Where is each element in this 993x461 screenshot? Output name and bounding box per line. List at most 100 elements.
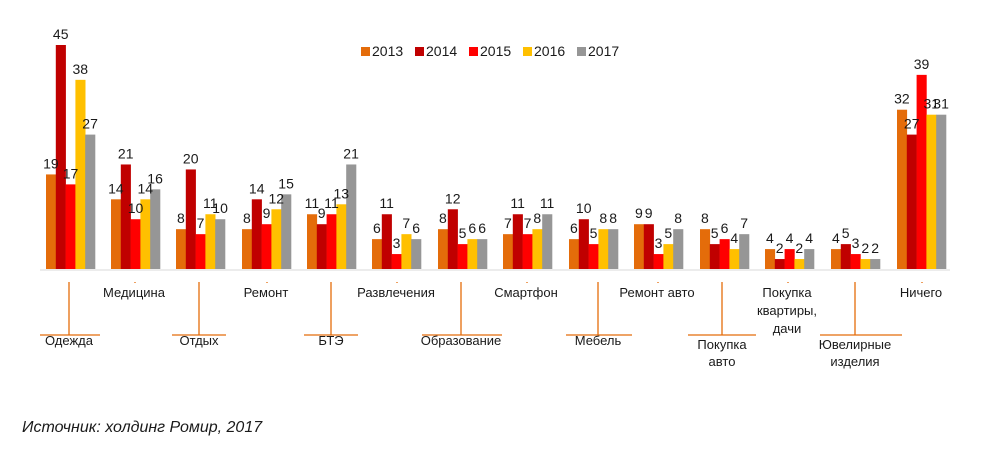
bar-1-2016 — [75, 79, 86, 269]
bar-4-2014 — [251, 199, 262, 269]
value-label-3-2015: 7 — [197, 215, 205, 231]
value-label-1-2014: 45 — [53, 26, 69, 42]
value-label-14-2015: 39 — [914, 56, 930, 72]
legend-swatch-2016 — [523, 47, 532, 56]
value-label-1-2013: 19 — [43, 155, 59, 171]
bar-12-2013 — [765, 249, 776, 269]
bar-3-2017 — [215, 219, 226, 269]
value-label-5-2017: 21 — [343, 145, 359, 161]
bar-1-2013 — [46, 174, 57, 269]
bar-10-2014 — [643, 224, 654, 269]
value-label-8-2015: 7 — [524, 215, 532, 231]
bar-9-2016 — [598, 229, 609, 269]
source-note: Источник: холдинг Ромир, 2017 — [22, 419, 263, 436]
bar-12-2017 — [804, 249, 815, 269]
value-label-1-2017: 27 — [82, 116, 98, 132]
value-label-4-2017: 15 — [278, 175, 294, 191]
bar-14-2014 — [906, 134, 917, 269]
bar-7-2016 — [467, 239, 478, 269]
bar-7-2013 — [438, 229, 449, 269]
bar-8-2013 — [503, 234, 514, 269]
value-label-7-2014: 12 — [445, 190, 461, 206]
bar-1-2015 — [65, 184, 76, 269]
legend-swatch-2013 — [361, 47, 370, 56]
bar-4-2013 — [242, 229, 253, 269]
bar-6-2016 — [401, 234, 412, 269]
bar-2-2015 — [130, 219, 141, 269]
value-label-14-2014: 27 — [904, 116, 920, 132]
bar-2-2013 — [111, 199, 122, 269]
bar-14-2016 — [926, 114, 937, 269]
bar-12-2015 — [784, 249, 795, 269]
category-label-5: БТЭ — [318, 333, 343, 348]
bar-7-2017 — [477, 239, 488, 269]
value-label-7-2015: 5 — [459, 225, 467, 241]
value-label-9-2017: 8 — [609, 210, 617, 226]
bar-7-2014 — [447, 209, 458, 269]
category-label-2: Медицина — [103, 285, 166, 300]
legend-label-2014: 2014 — [426, 43, 457, 59]
value-label-5-2016: 13 — [334, 185, 350, 201]
legend: 2013 2014 2015 2016 2017 — [361, 43, 619, 59]
value-label-10-2017: 8 — [674, 210, 682, 226]
value-label-8-2017: 11 — [540, 195, 555, 211]
value-label-8-2016: 8 — [533, 210, 541, 226]
value-label-12-2014: 2 — [776, 240, 784, 256]
bar-8-2014 — [512, 214, 523, 269]
bar-5-2017 — [346, 164, 357, 269]
bar-10-2017 — [673, 229, 684, 269]
value-label-10-2013: 9 — [635, 205, 643, 221]
bar-6-2014 — [381, 214, 392, 269]
bars-layer — [46, 45, 947, 269]
legend-swatch-2015 — [469, 47, 478, 56]
legend-label-2017: 2017 — [588, 43, 619, 59]
bar-12-2014 — [774, 259, 785, 269]
bar-11-2015 — [719, 239, 730, 269]
value-label-9-2015: 5 — [590, 225, 598, 241]
bar-6-2017 — [411, 239, 422, 269]
value-label-9-2014: 10 — [576, 200, 592, 216]
value-label-11-2016: 4 — [730, 230, 738, 246]
value-label-12-2015: 4 — [786, 230, 794, 246]
category-label-9: Мебель — [575, 333, 622, 348]
value-label-7-2013: 8 — [439, 210, 447, 226]
category-label-3: Отдых — [179, 333, 219, 348]
value-label-3-2014: 20 — [183, 150, 199, 166]
value-label-10-2016: 5 — [664, 225, 672, 241]
bar-5-2014 — [316, 224, 327, 269]
value-label-3-2013: 8 — [177, 210, 185, 226]
bar-9-2014 — [578, 219, 589, 269]
value-label-2-2014: 21 — [118, 145, 134, 161]
bar-1-2017 — [85, 134, 96, 269]
value-label-6-2014: 11 — [379, 195, 394, 211]
category-label-7: Образование — [421, 333, 502, 348]
category-label-4: Ремонт — [244, 285, 289, 300]
bar-3-2015 — [195, 234, 206, 269]
category-label-1: Одежда — [45, 333, 94, 348]
value-label-4-2015: 9 — [263, 205, 271, 221]
value-label-7-2016: 6 — [468, 220, 476, 236]
value-label-10-2014: 9 — [645, 205, 653, 221]
bar-5-2016 — [336, 204, 347, 269]
value-label-12-2013: 4 — [766, 230, 774, 246]
value-label-6-2015: 3 — [393, 235, 401, 251]
value-label-2-2017: 16 — [147, 170, 163, 186]
bar-8-2017 — [542, 214, 553, 269]
bar-13-2014 — [840, 244, 851, 269]
legend-label-2016: 2016 — [534, 43, 565, 59]
value-label-1-2015: 17 — [63, 165, 79, 181]
value-label-13-2016: 2 — [861, 240, 869, 256]
bar-6-2015 — [391, 254, 402, 269]
bar-9-2013 — [569, 239, 580, 269]
bar-8-2016 — [532, 229, 543, 269]
value-label-11-2014: 5 — [711, 225, 719, 241]
bar-4-2015 — [261, 224, 272, 269]
bar-14-2017 — [936, 114, 947, 269]
value-label-13-2013: 4 — [832, 230, 840, 246]
value-label-4-2013: 8 — [243, 210, 251, 226]
bar-4-2017 — [281, 194, 292, 269]
category-labels-layer: Одежда Медицина Отдых Ремонт БТЭ Развлечения О… — [45, 285, 942, 369]
value-label-11-2015: 6 — [721, 220, 729, 236]
bar-9-2017 — [608, 229, 619, 269]
value-label-6-2017: 6 — [412, 220, 420, 236]
